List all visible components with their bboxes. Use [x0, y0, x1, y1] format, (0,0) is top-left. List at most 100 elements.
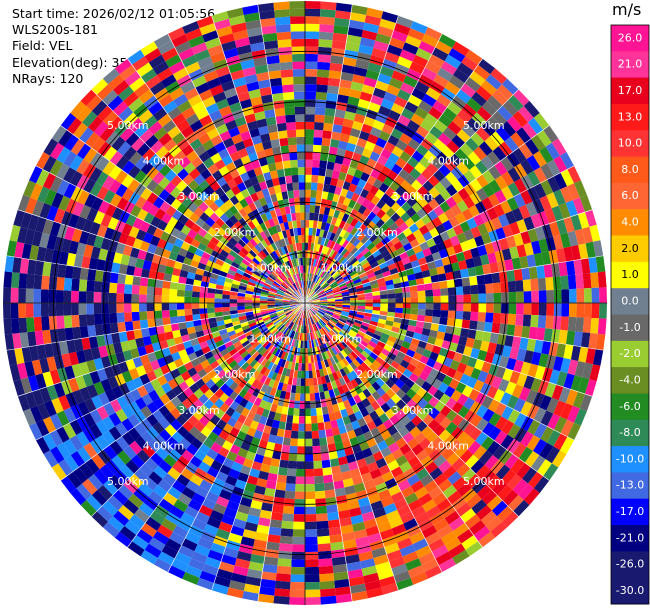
ppi-gate	[281, 214, 288, 223]
ppi-gate	[560, 152, 575, 170]
ppi-gate	[337, 246, 345, 255]
ppi-gate	[323, 359, 330, 368]
colorbar-swatch	[611, 25, 649, 52]
ppi-gate	[332, 355, 339, 364]
ppi-gate	[368, 275, 377, 282]
ppi-gate	[551, 262, 561, 277]
ppi-gate	[320, 319, 327, 326]
ppi-gate	[178, 156, 191, 169]
ppi-gate	[290, 582, 305, 590]
ppi-gate	[323, 351, 330, 360]
colorbar-swatch	[611, 104, 649, 131]
ppi-gate	[143, 95, 159, 110]
ppi-gate	[123, 445, 137, 460]
ppi-gate	[146, 179, 159, 193]
ppi-gate	[244, 269, 253, 276]
ppi-gate	[291, 174, 299, 183]
ppi-gate	[267, 254, 274, 262]
ppi-gate	[453, 68, 470, 84]
ppi-gate	[363, 285, 372, 291]
ppi-gate	[402, 162, 415, 174]
ppi-gate	[310, 415, 318, 424]
ppi-gate	[451, 413, 464, 427]
ppi-gate	[301, 288, 304, 296]
ppi-gate	[429, 329, 438, 339]
ppi-gate	[407, 499, 422, 512]
ppi-gate	[427, 261, 437, 270]
ppi-gate	[199, 212, 210, 223]
ppi-gate	[307, 355, 312, 364]
ppi-gate	[232, 29, 249, 41]
ppi-gate	[530, 377, 542, 393]
ppi-gate	[358, 465, 370, 476]
colorbar-swatch	[611, 51, 649, 79]
ppi-gate	[514, 412, 527, 428]
ppi-gate	[290, 284, 297, 292]
ppi-gate	[375, 326, 384, 333]
ppi-gate	[181, 263, 191, 272]
ppi-gate	[330, 55, 344, 65]
ppi-gate	[180, 370, 191, 382]
ppi-gate	[121, 431, 135, 446]
ppi-gate	[29, 422, 43, 441]
ppi-gate	[401, 286, 411, 293]
ppi-gate	[257, 390, 266, 400]
ppi-gate	[485, 312, 494, 323]
ppi-gate	[366, 220, 376, 231]
ppi-gate	[270, 458, 281, 468]
ppi-gate	[37, 403, 50, 420]
ppi-gate	[486, 293, 494, 303]
ppi-gate	[300, 257, 303, 266]
ppi-gate	[349, 128, 361, 138]
ppi-gate	[289, 205, 296, 214]
ppi-gate	[478, 293, 487, 303]
ppi-gate	[377, 25, 394, 38]
ppi-gate	[277, 231, 284, 240]
ppi-gate	[359, 440, 370, 451]
ppi-gate	[194, 467, 207, 480]
ppi-gate	[313, 274, 318, 283]
ppi-gate	[309, 317, 314, 325]
ppi-gate	[310, 197, 316, 206]
ppi-gate	[340, 269, 348, 277]
ppi-gate	[253, 142, 264, 153]
ppi-gate	[556, 343, 566, 358]
ppi-gate	[287, 190, 294, 199]
ppi-gate	[492, 445, 507, 460]
ppi-gate	[591, 303, 600, 319]
ppi-gate	[376, 322, 386, 329]
ppi-gate	[305, 212, 310, 221]
ppi-gate	[95, 420, 109, 435]
ppi-gate	[316, 322, 322, 330]
ppi-gate	[135, 229, 147, 241]
ppi-gate	[55, 303, 64, 316]
ppi-gate	[332, 564, 348, 574]
ppi-gate	[357, 269, 366, 276]
ppi-gate	[291, 346, 296, 355]
ppi-gate	[240, 350, 249, 359]
ppi-gate	[61, 353, 72, 368]
ppi-gate	[474, 359, 485, 371]
ppi-gate	[234, 201, 244, 212]
ppi-gate	[387, 134, 400, 147]
ppi-gate	[411, 443, 424, 456]
ppi-gate	[263, 556, 279, 566]
ppi-gate	[279, 285, 287, 291]
ppi-gate	[144, 344, 155, 355]
ppi-gate	[79, 204, 92, 220]
ppi-gate	[239, 98, 253, 110]
ppi-gate	[254, 343, 263, 351]
ppi-gate	[478, 450, 493, 465]
ppi-gate	[103, 146, 118, 161]
ppi-gate	[273, 153, 283, 163]
ppi-gate	[568, 303, 577, 318]
ppi-gate	[325, 274, 332, 282]
ppi-gate	[369, 151, 381, 162]
ppi-gate	[118, 106, 134, 122]
ppi-gate	[131, 56, 149, 71]
ppi-gate	[340, 258, 348, 266]
ppi-gate	[425, 303, 434, 310]
ppi-gate	[200, 318, 209, 325]
ppi-gate	[461, 385, 474, 398]
ppi-gate	[163, 138, 177, 152]
